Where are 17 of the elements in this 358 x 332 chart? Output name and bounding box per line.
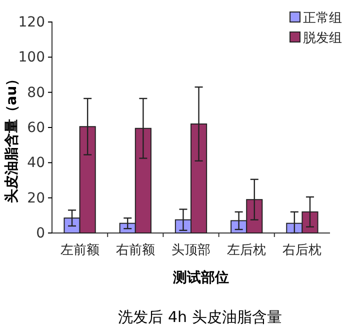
x-axis-title: 测试部位 (172, 269, 229, 286)
legend-label: 脱发组 (303, 31, 342, 46)
text: 洗发后 4h 头皮油脂含量 (118, 308, 282, 326)
legend-label: 正常组 (303, 11, 342, 26)
y-tick-label: 120 (18, 14, 45, 30)
x-tick-label: 左前额 (60, 243, 100, 258)
y-axis-title: 头皮油脂含量（au） (4, 72, 20, 204)
y-tick-label: 0 (36, 225, 45, 242)
y-tick-label: 80 (27, 84, 45, 101)
y-tick-label: 60 (27, 120, 45, 136)
y-tick-label: 40 (27, 155, 45, 172)
x-tick-label: 左后枕 (227, 243, 266, 258)
x-tick-label: 右后枕 (282, 243, 322, 258)
y-tick-label: 20 (27, 190, 45, 206)
y-tick-label: 100 (18, 50, 45, 66)
x-tick-label: 头顶部 (172, 243, 210, 258)
x-tick-label: 右前额 (116, 243, 155, 258)
